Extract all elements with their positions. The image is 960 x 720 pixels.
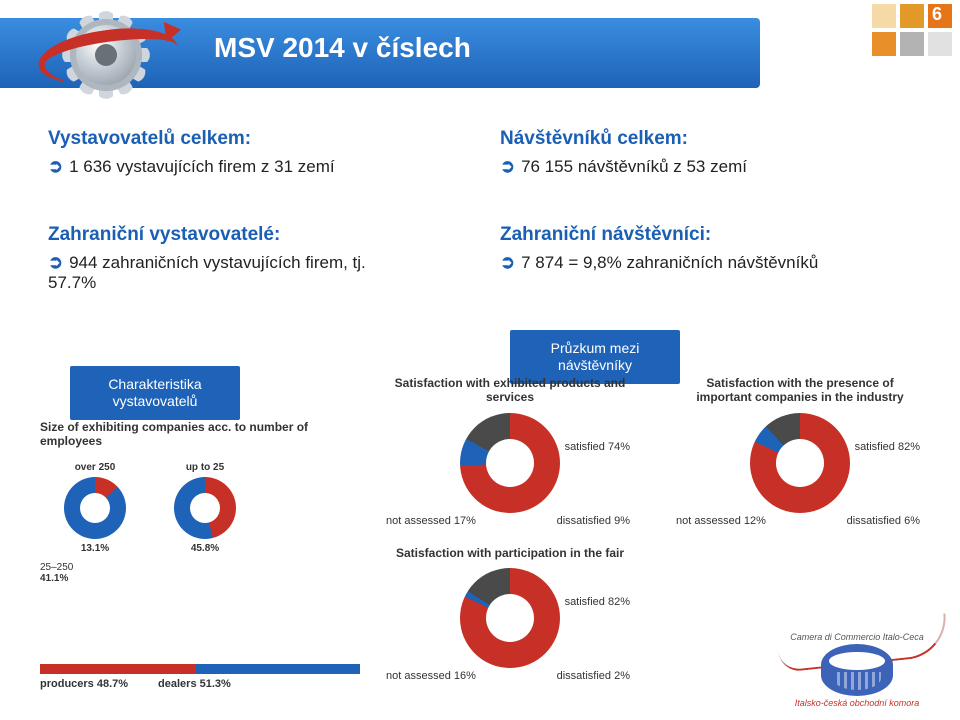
stat-intl-exhibitors: Zahraniční vystavovatelé: ➲944 zahraničn…: [48, 224, 408, 293]
stat-title: Zahraniční návštěvníci:: [500, 224, 818, 246]
pill-exhibitors: Charakteristika vystavovatelů: [70, 366, 240, 420]
stat-total-exhibitors: Vystavovatelů celkem: ➲1 636 vystavující…: [48, 128, 335, 177]
page-title: MSV 2014 v číslech: [214, 32, 471, 64]
chamber-logo: Camera di Commercio Italo-Ceca Italsko-č…: [772, 632, 942, 708]
arena-icon: [821, 644, 893, 696]
survey-satisfaction-companies: Satisfaction with the presence of import…: [680, 376, 920, 519]
exhibitor-size-heading: Size of exhibiting companies acc. to num…: [40, 420, 360, 448]
donut-caption: 25–250 41.1%: [40, 562, 360, 584]
logo-text-bottom: Italsko-česká obchodní komora: [795, 698, 920, 708]
stat-intl-visitors: Zahraniční návštěvníci: ➲7 874 = 9,8% za…: [500, 224, 818, 273]
producer-dealer-bar: producers 48.7% dealers 51.3%: [40, 664, 360, 690]
logo-text-top: Camera di Commercio Italo-Ceca: [772, 632, 942, 642]
stat-total-visitors: Návštěvníků celkem: ➲76 155 návštěvníků …: [500, 128, 747, 177]
stat-line: ➲944 zahraničních vystavujících firem, t…: [48, 252, 408, 293]
stat-title: Zahraniční vystavovatelé:: [48, 224, 408, 246]
page-number: 6: [932, 4, 942, 25]
survey-satisfaction-products: Satisfaction with exhibited products and…: [390, 376, 630, 519]
stat-title: Vystavovatelů celkem:: [48, 128, 335, 150]
survey-satisfaction-participation: Satisfaction with participation in the f…: [390, 546, 630, 674]
exhibitor-size-box: Size of exhibiting companies acc. to num…: [40, 420, 360, 584]
stat-line: ➲7 874 = 9,8% zahraničních návštěvníků: [500, 252, 818, 273]
stat-line: ➲1 636 vystavujících firem z 31 zemí: [48, 156, 335, 177]
stat-line: ➲76 155 návštěvníků z 53 zemí: [500, 156, 747, 177]
stat-title: Návštěvníků celkem:: [500, 128, 747, 150]
